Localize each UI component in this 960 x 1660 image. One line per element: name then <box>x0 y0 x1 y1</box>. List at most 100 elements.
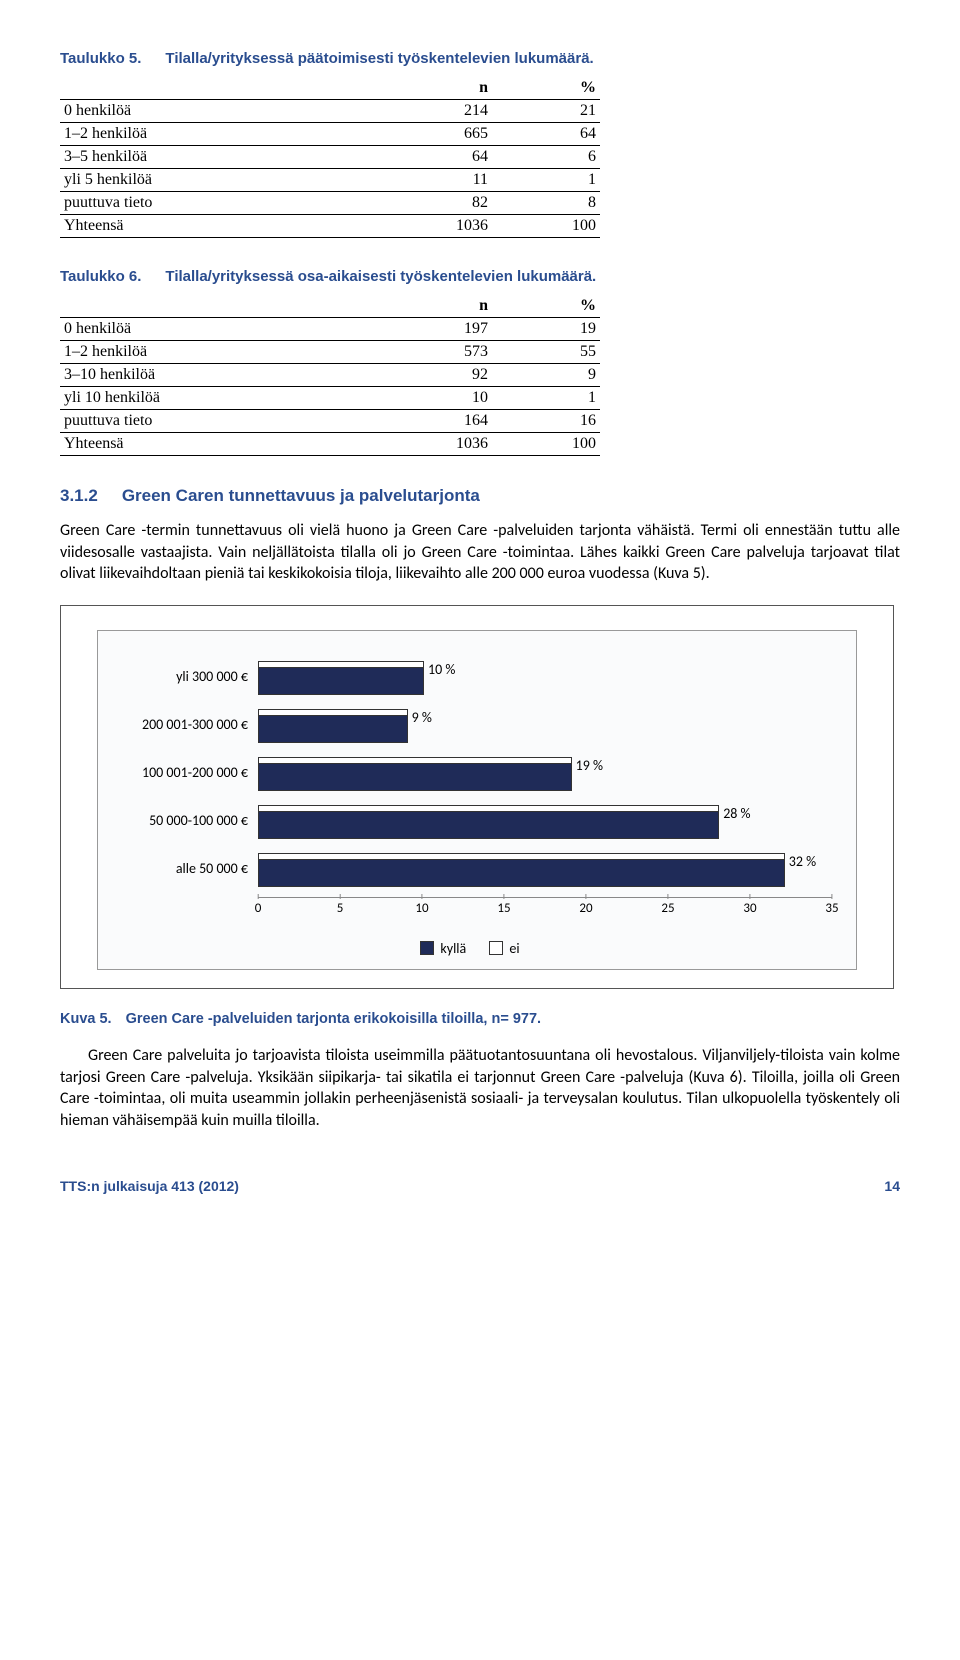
bar-value-label: 9 % <box>412 709 432 726</box>
chart-row: 50 000-100 000 € 28 % <box>108 797 832 845</box>
table-row: 1–2 henkilöä57355 <box>60 341 600 364</box>
legend-kylla-label: kyllä <box>440 940 466 957</box>
bar-kylla <box>258 859 785 887</box>
figure-caption: Kuva 5. Green Care -palveluiden tarjonta… <box>60 1011 900 1027</box>
table5-text: Tilalla/yrityksessä päätoimisesti työske… <box>165 50 593 67</box>
axis-tick: 5 <box>337 894 344 916</box>
section-title: Green Caren tunnettavuus ja palvelutarjo… <box>122 486 480 506</box>
row-label: Yhteensä <box>60 433 357 456</box>
axis-tick: 10 <box>415 894 428 916</box>
bar-category-label: yli 300 000 € <box>108 668 258 685</box>
row-n: 573 <box>357 341 492 364</box>
axis-tick: 25 <box>661 894 674 916</box>
chart-row: 100 001-200 000 € 19 % <box>108 749 832 797</box>
row-n: 197 <box>357 318 492 341</box>
row-pct: 100 <box>492 433 600 456</box>
table-row: 1–2 henkilöä66564 <box>60 123 600 146</box>
row-n: 1036 <box>357 433 492 456</box>
col-pct: % <box>492 295 600 318</box>
legend-ei-label: ei <box>509 940 519 957</box>
row-pct: 8 <box>492 192 600 215</box>
axis-tick: 0 <box>255 894 262 916</box>
figure-prefix: Kuva 5. <box>60 1011 112 1027</box>
chart-row: 200 001-300 000 € 9 % <box>108 701 832 749</box>
axis-tick: 30 <box>743 894 756 916</box>
chart-row: yli 300 000 € 10 % <box>108 653 832 701</box>
table5: n % 0 henkilöä214211–2 henkilöä665643–5 … <box>60 77 600 238</box>
page-footer: TTS:n julkaisuja 413 (2012) 14 <box>60 1178 900 1194</box>
table-header-row: n % <box>60 77 600 100</box>
footer-left: TTS:n julkaisuja 413 (2012) <box>60 1178 239 1194</box>
row-label: 3–5 henkilöä <box>60 146 357 169</box>
table-row: Yhteensä1036100 <box>60 433 600 456</box>
chart-legend: kyllä ei <box>108 940 832 960</box>
figure-text: Green Care -palveluiden tarjonta erikoko… <box>126 1011 541 1027</box>
bar-category-label: 200 001-300 000 € <box>108 716 258 733</box>
legend-ei: ei <box>489 940 519 957</box>
bar-category-label: 50 000-100 000 € <box>108 812 258 829</box>
table-row: 3–10 henkilöä929 <box>60 364 600 387</box>
axis-tick: 15 <box>497 894 510 916</box>
legend-kylla: kyllä <box>420 940 466 957</box>
row-n: 92 <box>357 364 492 387</box>
table6-title: Taulukko 6. Tilalla/yrityksessä osa-aika… <box>60 268 900 285</box>
bar-value-label: 28 % <box>723 805 750 822</box>
row-label: 0 henkilöä <box>60 318 357 341</box>
bar-kylla <box>258 715 408 743</box>
row-label: Yhteensä <box>60 215 357 238</box>
row-n: 11 <box>357 169 492 192</box>
row-pct: 1 <box>492 387 600 410</box>
section-heading: 3.1.2 Green Caren tunnettavuus ja palvel… <box>60 486 900 506</box>
col-n: n <box>357 295 492 318</box>
row-pct: 6 <box>492 146 600 169</box>
table-row: 0 henkilöä19719 <box>60 318 600 341</box>
paragraph-2: Green Care palveluita jo tarjoavista til… <box>60 1045 900 1131</box>
row-pct: 100 <box>492 215 600 238</box>
row-n: 82 <box>357 192 492 215</box>
table-row: yli 5 henkilöä111 <box>60 169 600 192</box>
chart-row: alle 50 000 € 32 % <box>108 845 832 893</box>
bar-category-label: 100 001-200 000 € <box>108 764 258 781</box>
bar-kylla <box>258 667 424 695</box>
paragraph-1: Green Care -termin tunnettavuus oli viel… <box>60 520 900 585</box>
row-pct: 1 <box>492 169 600 192</box>
bar-category-label: alle 50 000 € <box>108 860 258 877</box>
swatch-kylla-icon <box>420 941 434 955</box>
table6: n % 0 henkilöä197191–2 henkilöä573553–10… <box>60 295 600 456</box>
bar-value-label: 10 % <box>428 661 455 678</box>
row-label: yli 10 henkilöä <box>60 387 357 410</box>
col-n: n <box>357 77 492 100</box>
row-n: 665 <box>357 123 492 146</box>
table-row: yli 10 henkilöä101 <box>60 387 600 410</box>
bar-kylla <box>258 811 719 839</box>
table-row: puuttuva tieto828 <box>60 192 600 215</box>
table-row: 0 henkilöä21421 <box>60 100 600 123</box>
section-number: 3.1.2 <box>60 486 98 506</box>
row-pct: 64 <box>492 123 600 146</box>
table-row: 3–5 henkilöä646 <box>60 146 600 169</box>
row-pct: 21 <box>492 100 600 123</box>
row-n: 164 <box>357 410 492 433</box>
row-pct: 16 <box>492 410 600 433</box>
chart-frame: yli 300 000 €10 %200 001-300 000 €9 %100… <box>60 605 894 990</box>
row-n: 1036 <box>357 215 492 238</box>
bar-value-label: 32 % <box>789 853 816 870</box>
row-label: 3–10 henkilöä <box>60 364 357 387</box>
table-header-row: n % <box>60 295 600 318</box>
bar-value-label: 19 % <box>576 757 603 774</box>
axis-tick: 35 <box>825 894 838 916</box>
row-n: 64 <box>357 146 492 169</box>
axis-tick: 20 <box>579 894 592 916</box>
row-pct: 9 <box>492 364 600 387</box>
chart-inner: yli 300 000 €10 %200 001-300 000 €9 %100… <box>97 630 857 971</box>
footer-page-number: 14 <box>884 1178 900 1194</box>
row-n: 214 <box>357 100 492 123</box>
col-pct: % <box>492 77 600 100</box>
table-row: Yhteensä1036100 <box>60 215 600 238</box>
table6-text: Tilalla/yrityksessä osa-aikaisesti työsk… <box>165 268 596 285</box>
table6-prefix: Taulukko 6. <box>60 268 141 285</box>
row-label: yli 5 henkilöä <box>60 169 357 192</box>
row-pct: 55 <box>492 341 600 364</box>
row-n: 10 <box>357 387 492 410</box>
row-pct: 19 <box>492 318 600 341</box>
